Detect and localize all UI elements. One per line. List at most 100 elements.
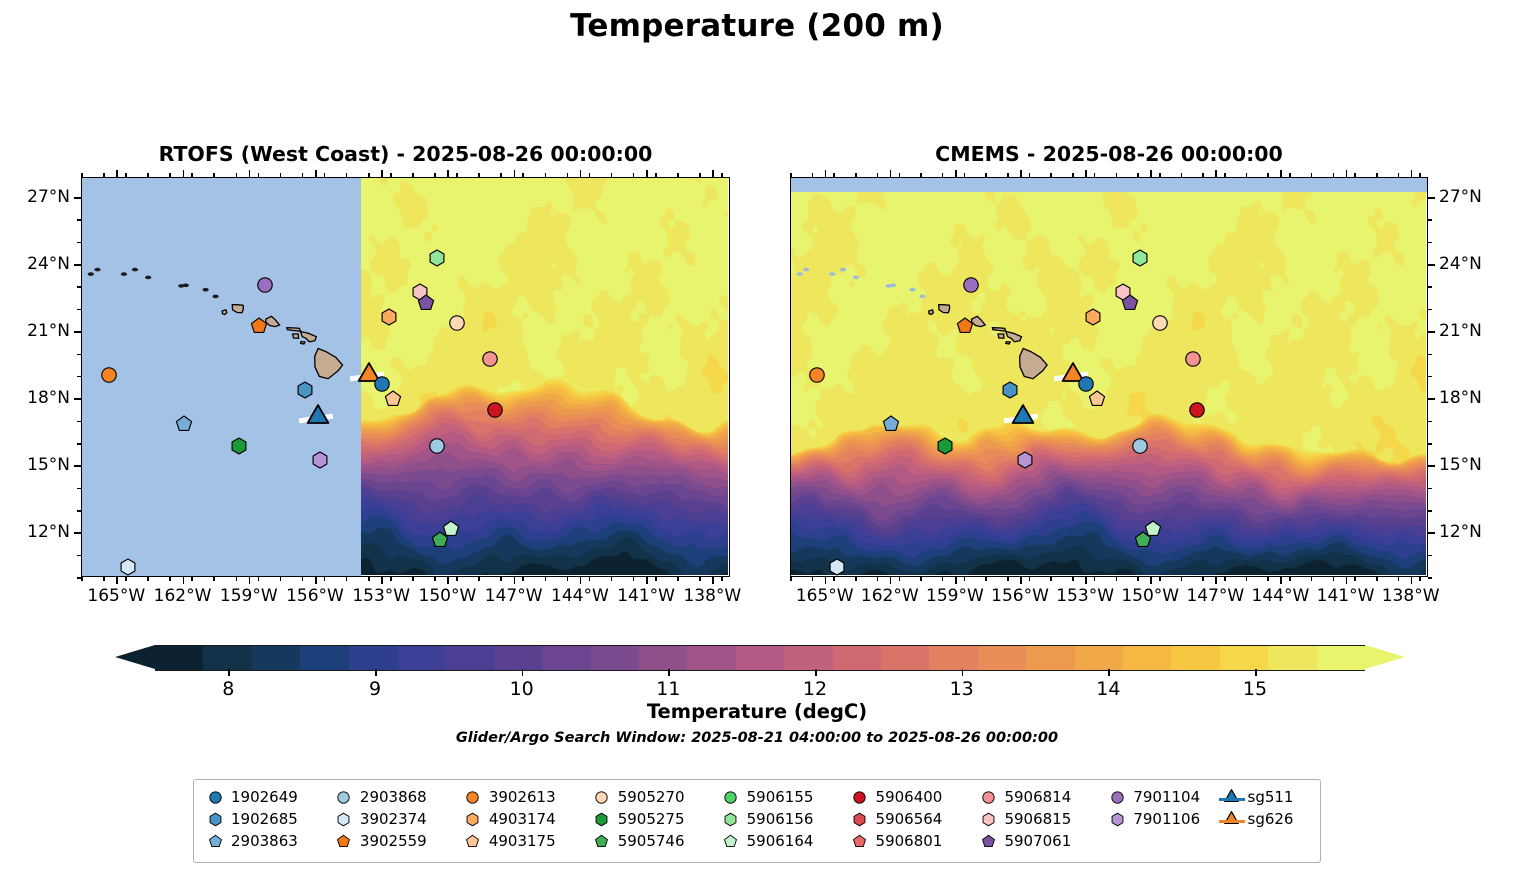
legend-label: sg626 <box>1247 810 1294 828</box>
platform-marker-7901106[interactable] <box>1016 450 1035 469</box>
platform-marker-sg626[interactable] <box>1053 361 1089 388</box>
platform-marker-7901104[interactable] <box>962 276 981 295</box>
legend-item-5906155[interactable]: 5906155 <box>718 786 847 808</box>
colorbar-tick <box>521 669 524 676</box>
legend-column-8: 7901104 7901106 <box>1104 786 1218 856</box>
platform-marker-2903868[interactable] <box>428 437 447 456</box>
x-minor-tick <box>1354 577 1356 581</box>
x-tick-top <box>579 170 582 177</box>
platform-marker-3902374[interactable] <box>119 557 138 576</box>
legend-item-7901106[interactable]: 7901106 <box>1104 808 1218 830</box>
platform-marker-4903175[interactable] <box>1088 390 1107 409</box>
legend-item-5906814[interactable]: 5906814 <box>975 786 1104 808</box>
colorbar-tick-label: 15 <box>1242 678 1268 700</box>
platform-marker-sg511[interactable] <box>299 404 334 430</box>
x-tick <box>314 577 317 584</box>
y-tick-label: 21°N <box>27 321 70 342</box>
colorbar-label: Temperature (degC) <box>646 700 868 723</box>
legend-item-1902649[interactable]: 1902649 <box>202 786 331 808</box>
x-tick <box>954 577 957 584</box>
platform-marker-3902613[interactable] <box>808 365 827 384</box>
platform-marker-2903868[interactable] <box>1131 437 1150 456</box>
x-minor-tick <box>1093 173 1096 177</box>
platform-marker-5905746[interactable] <box>430 531 449 550</box>
platform-marker-5905270[interactable] <box>448 314 467 333</box>
legend-item-5906400[interactable]: 5906400 <box>847 786 976 808</box>
legend-item-7901104[interactable]: 7901104 <box>1104 786 1218 808</box>
y-minor-tick <box>1428 353 1432 356</box>
y-minor-tick <box>77 577 81 579</box>
legend-item-5906801[interactable]: 5906801 <box>847 830 976 852</box>
x-minor-tick <box>301 577 304 581</box>
legend-item-sg511[interactable]: sg511 <box>1218 786 1312 808</box>
y-tick <box>1428 197 1435 199</box>
platform-marker-5907061[interactable] <box>417 294 436 313</box>
platform-marker-sg511[interactable] <box>1004 404 1039 430</box>
legend-label: 2903868 <box>359 788 427 806</box>
platform-marker-5905275[interactable] <box>229 437 248 456</box>
platform-marker-3902559[interactable] <box>249 316 268 335</box>
map-rtofs[interactable] <box>81 177 730 577</box>
x-minor-tick <box>610 173 613 177</box>
legend-item-5905275[interactable]: 5905275 <box>589 808 718 830</box>
legend-item-3902613[interactable]: 3902613 <box>460 786 589 808</box>
legend-item-5906815[interactable]: 5906815 <box>975 808 1104 830</box>
legend-label: 5905275 <box>617 810 685 828</box>
legend-item-5905746[interactable]: 5905746 <box>589 830 718 852</box>
platform-marker-5906156[interactable] <box>1131 249 1150 268</box>
platform-marker-2903863[interactable] <box>174 414 193 433</box>
platform-marker-3902613[interactable] <box>99 365 118 384</box>
platform-marker-1902685[interactable] <box>1001 381 1020 400</box>
legend-item-5906156[interactable]: 5906156 <box>718 808 847 830</box>
colorbar-tick-label: 10 <box>509 678 534 700</box>
legend-item-5905270[interactable]: 5905270 <box>589 786 718 808</box>
legend-item-sg626[interactable]: sg626 <box>1218 808 1312 830</box>
map-cmems[interactable] <box>790 177 1428 577</box>
y-tick <box>74 465 81 467</box>
platform-marker-7901106[interactable] <box>311 450 330 469</box>
legend-item-5906164[interactable]: 5906164 <box>718 830 847 852</box>
legend-label: 5906400 <box>875 788 943 806</box>
legend-item-2903863[interactable]: 2903863 <box>202 830 331 852</box>
legend-item-4903175[interactable]: 4903175 <box>460 830 589 852</box>
legend-item-5907061[interactable]: 5907061 <box>975 830 1104 852</box>
platform-marker-1902649[interactable] <box>373 374 392 393</box>
platform-marker-sg626[interactable] <box>349 361 385 388</box>
x-minor-tick <box>323 173 326 177</box>
x-minor-tick <box>1028 173 1031 177</box>
platform-marker-3902559[interactable] <box>955 316 974 335</box>
legend-marker-circle-icon <box>589 786 615 808</box>
x-tick <box>182 577 185 584</box>
legend-item-1902685[interactable]: 1902685 <box>202 808 331 830</box>
legend-label: 7901104 <box>1133 788 1201 806</box>
platform-marker-5906814[interactable] <box>481 350 500 369</box>
legend-item-4903174[interactable]: 4903174 <box>460 808 589 830</box>
legend-item-3902559[interactable]: 3902559 <box>331 830 460 852</box>
platform-marker-5906400[interactable] <box>1187 401 1206 420</box>
platform-marker-5905746[interactable] <box>1133 531 1152 550</box>
platform-marker-5907061[interactable] <box>1120 294 1139 313</box>
platform-marker-5906156[interactable] <box>428 249 447 268</box>
platform-marker-5905270[interactable] <box>1150 314 1169 333</box>
platform-marker-1902649[interactable] <box>1077 374 1096 393</box>
platform-legend[interactable]: 1902649 1902685 2903863 2903868 3902374 39025… <box>193 779 1321 863</box>
platform-marker-2903863[interactable] <box>881 414 900 433</box>
x-tick <box>1345 577 1348 584</box>
legend-item-3902374[interactable]: 3902374 <box>331 808 460 830</box>
x-tick-label: 141°W <box>1316 586 1375 606</box>
platform-marker-5906400[interactable] <box>485 401 504 420</box>
platform-marker-4903174[interactable] <box>1083 307 1102 326</box>
y-tick-label: 27°N <box>1439 187 1482 208</box>
platform-marker-5905275[interactable] <box>936 437 955 456</box>
platform-marker-4903174[interactable] <box>379 307 398 326</box>
platform-marker-5906814[interactable] <box>1183 350 1202 369</box>
platform-marker-4903175[interactable] <box>384 390 403 409</box>
platform-marker-1902685[interactable] <box>296 381 315 400</box>
platform-marker-3902374[interactable] <box>827 557 846 576</box>
platform-marker-5906164[interactable] <box>441 519 460 538</box>
legend-item-5906564[interactable]: 5906564 <box>847 808 976 830</box>
platform-marker-5906164[interactable] <box>1144 519 1163 538</box>
platform-marker-7901104[interactable] <box>256 276 275 295</box>
legend-item-2903868[interactable]: 2903868 <box>331 786 460 808</box>
x-minor-tick <box>1289 577 1291 581</box>
